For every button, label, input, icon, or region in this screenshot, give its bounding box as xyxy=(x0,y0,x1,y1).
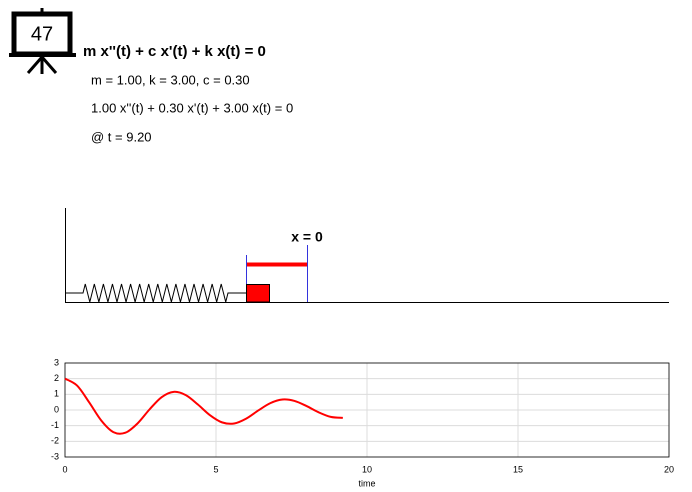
time-label: @ t = 9.20 xyxy=(91,129,152,144)
instance-equation: 1.00 x''(t) + 0.30 x'(t) + 3.00 x(t) = 0 xyxy=(91,100,293,115)
parameters: m = 1.00, k = 3.00, c = 0.30 xyxy=(91,72,250,87)
y-tick-label: 0 xyxy=(54,404,59,414)
icon-label: 47 xyxy=(31,23,53,45)
mass-block xyxy=(246,284,270,303)
diagram: x = 0 xyxy=(65,208,669,303)
y-tick-label: -3 xyxy=(51,451,59,461)
data-line xyxy=(64,377,343,435)
y-tick-label: 2 xyxy=(54,373,59,383)
icon: 47 xyxy=(9,8,76,74)
x-tick-label: 5 xyxy=(213,464,218,474)
x-tick-label: 10 xyxy=(362,464,372,474)
x-tick-label: 0 xyxy=(62,464,67,474)
y-tick-label: 3 xyxy=(54,357,59,367)
x-tick-label: 20 xyxy=(664,464,674,474)
x-axis-label: time xyxy=(358,478,375,488)
plot-frame xyxy=(64,362,670,458)
y-tick-label: -1 xyxy=(51,420,59,430)
spring xyxy=(65,283,246,303)
y-tick-label: -2 xyxy=(51,436,59,446)
y-tick-label: 1 xyxy=(54,389,59,399)
origin-label: x = 0 xyxy=(291,229,323,245)
equation: m x''(t) + c x'(t) + k x(t) = 0 xyxy=(83,43,266,60)
x-tick-label: 15 xyxy=(513,464,523,474)
